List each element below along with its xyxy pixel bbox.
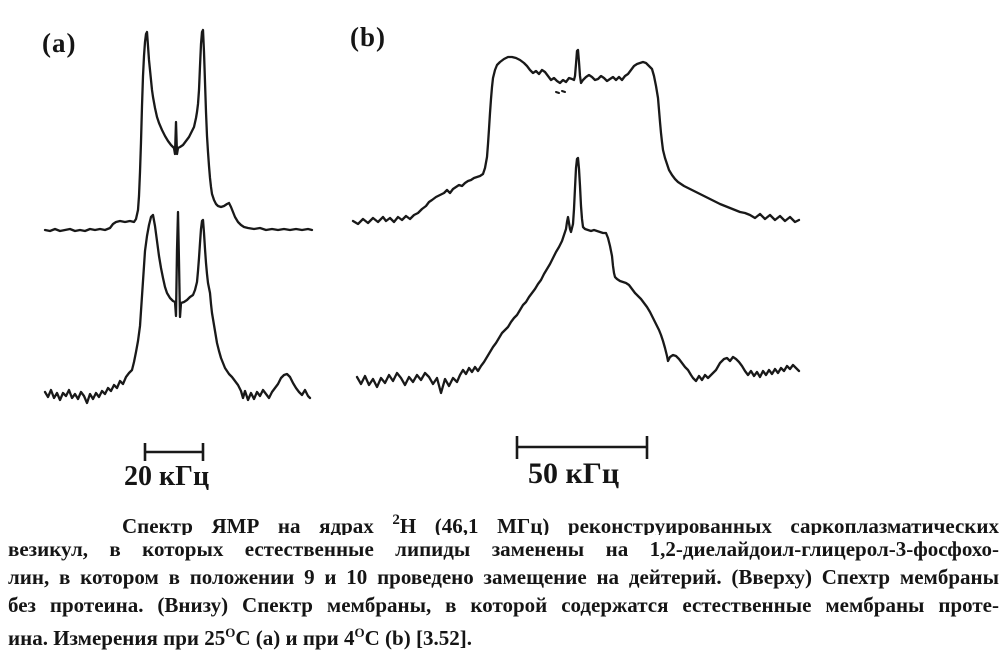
caption-line-5: ина. Измерения при 25OС (a) и при 4OС (b… bbox=[8, 619, 999, 652]
panel-b-label: (b) bbox=[350, 22, 386, 52]
panel-a-top-trace bbox=[43, 28, 314, 233]
panel-a-bottom-trace bbox=[43, 210, 312, 405]
panel-a-scale-bar bbox=[143, 443, 205, 461]
caption-line-5-text: ина. Измерения при 25 bbox=[8, 626, 226, 650]
panel-b-bottom-trace bbox=[355, 156, 801, 395]
panel-b-scale-label: 50 кГц bbox=[528, 457, 620, 490]
caption-superscript-2h: 2 bbox=[392, 512, 400, 528]
panel-b-top-trace bbox=[351, 48, 801, 226]
panel-a-scale-label: 20 кГц bbox=[124, 461, 210, 492]
caption-line-1-rest: Н (46,1 МГц) реконструированных саркопла… bbox=[399, 514, 999, 535]
caption-line-4: без протеина. (Внизу) Спектр мембраны, в… bbox=[8, 593, 999, 617]
caption-line-1: Спектр ЯМР на ядрах 2Н (46,1 МГц) реконс… bbox=[8, 507, 999, 535]
caption-line-5-mid: С (a) и при 4 bbox=[235, 626, 355, 650]
panel-a-label: (a) bbox=[42, 28, 77, 58]
caption-line-2: везикул, в которых естественные липиды з… bbox=[8, 537, 999, 561]
figure-caption: Спектр ЯМР на ядрах 2Н (46,1 МГц) реконс… bbox=[8, 507, 999, 652]
caption-degree-sup-1: O bbox=[225, 625, 236, 640]
caption-line-5-end: С (b) [3.52]. bbox=[364, 626, 472, 650]
panel-b-scale-bar bbox=[515, 436, 649, 459]
spectra-canvas bbox=[43, 28, 801, 461]
caption-line-1-text: Спектр ЯМР на ядрах bbox=[122, 514, 393, 535]
caption-degree-sup-2: O bbox=[354, 625, 365, 640]
caption-line-3: лин, в котором в положении 9 и 10 провед… bbox=[8, 565, 999, 589]
panel-b-artifact-dots bbox=[555, 90, 566, 94]
